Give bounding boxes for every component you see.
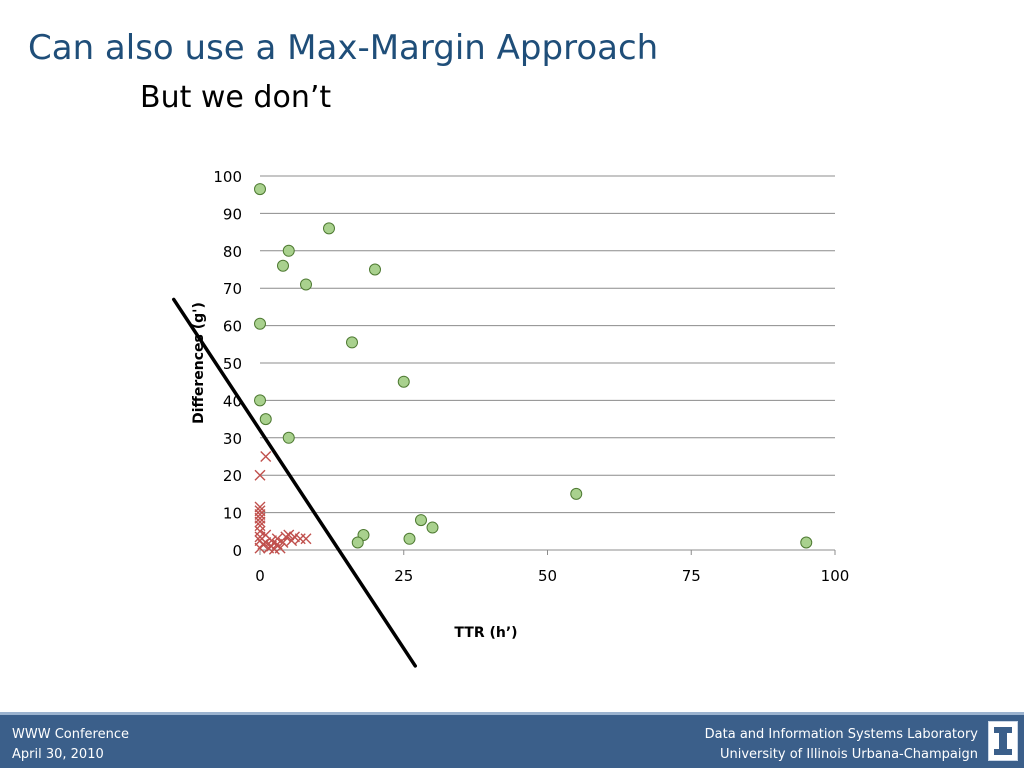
data-point-circle [426,521,439,534]
data-point-x [254,520,266,532]
y-tick-label: 60 [223,318,242,336]
data-point-circle [277,259,289,272]
footer-date: April 30, 2010 [12,747,104,762]
data-point-circle [415,514,427,527]
data-point-circle [259,413,272,426]
y-tick-label: 100 [213,168,242,186]
data-point-circle [254,183,266,196]
footer-conference: WWW Conference [12,727,129,742]
y-axis-label: Differences (g') [191,302,207,424]
x-tick-label: 75 [682,567,701,585]
slide-title: Can also use a Max-Margin Approach [28,28,659,68]
footer-lab: Data and Information Systems Laboratory [704,727,978,742]
data-point-x [254,516,266,528]
data-point-circle [397,375,410,388]
x-tick-labels: 0 25 50 75 100 [255,550,849,585]
chart-gridlines [260,175,835,514]
data-point-circle [369,263,381,276]
data-point-circle [800,536,813,549]
data-point-x [254,469,266,481]
data-point-x [277,537,289,549]
separating-line-annotation [172,297,417,668]
slide-footer: WWW Conference April 30, 2010 Data and I… [0,715,1024,768]
footer-university: University of Illinois Urbana-Champaign [720,747,978,762]
data-point-circle [300,278,312,291]
y-tick-label: 10 [223,505,242,523]
data-point-circle [351,536,364,549]
y-tick-label: 90 [223,205,242,223]
y-tick-label: 20 [223,467,242,485]
data-point-x [260,451,272,462]
data-point-circle [282,431,295,444]
y-tick-label: 80 [223,243,242,261]
y-tick-label: 0 [232,542,242,560]
data-point-circle [570,487,583,500]
x-tick-label: 100 [821,567,850,585]
data-point-circle [346,336,358,349]
data-point-x [254,525,266,537]
x-tick-label: 50 [538,567,557,585]
x-tick-label: 0 [255,567,265,585]
footer-rule [0,712,1024,715]
data-point-x [289,531,300,543]
data-point-circle [254,394,266,407]
x-tick-label: 25 [394,567,413,585]
x-axis-label: TTR (h’) [454,625,517,641]
data-point-circle [254,317,266,330]
slide-subtitle: But we don’t [140,80,332,115]
illinois-i-logo-icon [988,721,1018,761]
data-point-x [268,543,280,555]
data-point-circle [403,532,416,545]
y-tick-label: 50 [223,355,242,373]
data-point-circle [282,244,295,257]
y-tick-label: 30 [223,430,242,448]
data-point-x [280,531,292,543]
chart-points [254,183,813,555]
data-point-x [300,533,312,545]
data-point-x [271,533,283,545]
data-point-circle [323,222,335,235]
y-tick-label: 70 [223,280,242,298]
